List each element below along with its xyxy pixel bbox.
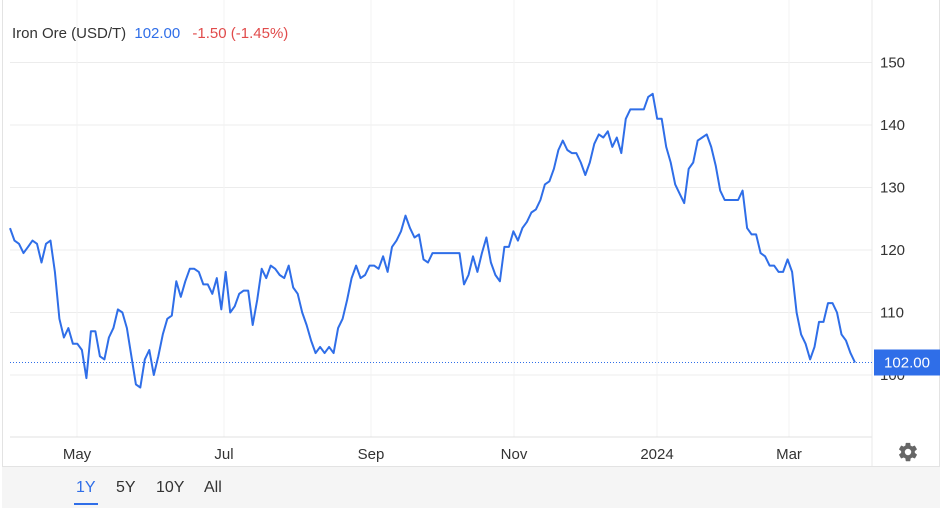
last-value-badge-bg [874,349,940,376]
axis-labels: 100110120130140150MayJulSepNov2024Mar [63,55,905,464]
instrument-name: Iron Ore (USD/T) [12,25,127,42]
y-tick-label: 110 [880,305,904,322]
last-value-label: 102.00 [884,355,930,372]
x-tick-label: Jul [214,446,233,463]
x-tick-label: May [63,446,92,463]
last-value-badge: 102.00 [874,349,940,376]
x-tick-label: Mar [776,446,802,463]
x-tick-label: Nov [501,446,528,463]
range-button-1y[interactable]: 1Y [74,479,98,505]
x-tick-label: Sep [358,446,385,463]
grid-lines [10,0,873,466]
range-button-all[interactable]: All [204,479,222,496]
y-tick-label: 140 [880,117,905,134]
range-button-5y[interactable]: 5Y [116,479,136,496]
x-tick-label: 2024 [640,446,673,463]
current-price: 102.00 [134,25,181,42]
y-tick-label: 150 [880,55,905,72]
price-change: -1.50 (-1.45%) [192,25,289,42]
time-range-bar: 1Y 5Y 10Y All [2,466,940,508]
y-tick-label: 120 [880,242,905,259]
y-tick-label: 130 [880,180,905,197]
gear-icon[interactable] [897,441,919,463]
series-line-iron-ore[interactable] [9,92,856,389]
range-button-10y[interactable]: 10Y [156,479,185,496]
chart-title: Iron Ore (USD/T) 102.00 -1.50 (-1.45%) [12,25,288,42]
